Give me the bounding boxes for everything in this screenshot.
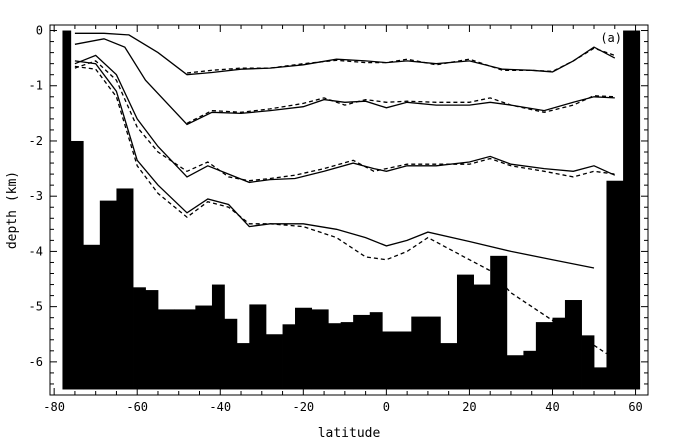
bathymetry-bar — [456, 274, 474, 390]
bathymetry-bar — [70, 140, 84, 390]
bathymetry-bar — [236, 343, 250, 390]
bathymetry-bar — [473, 284, 491, 390]
bathymetry-bar — [62, 30, 72, 390]
y-tick-label: -2 — [29, 134, 43, 148]
bathymetry-bar — [382, 331, 400, 390]
series-lines — [74, 32, 616, 355]
x-tick-label: -60 — [126, 400, 148, 414]
bathymetry-bar — [398, 331, 412, 390]
bathymetry-bar — [174, 309, 196, 390]
bathymetry-bar — [594, 367, 607, 390]
solid-series-line — [74, 60, 595, 269]
x-tick-label: 0 — [383, 400, 390, 414]
x-axis-title: latitude — [318, 426, 381, 441]
y-tick-label: -4 — [29, 244, 43, 258]
solid-series-line — [74, 54, 616, 184]
bathymetry-bar — [623, 30, 641, 390]
bathymetry-bar — [157, 309, 175, 390]
axis-ticks: -80 -60 -40 -20 0 20 40 60 0 -1 -2 -3 -4 -5 -6 — [29, 24, 648, 414]
bathymetry-bar — [265, 334, 283, 390]
bathymetry-bar — [411, 316, 429, 390]
bathymetry-bar — [440, 343, 458, 390]
bathymetry-bar — [211, 284, 225, 390]
panel-label: (a) — [600, 31, 622, 45]
dashed-series-line — [186, 47, 616, 74]
y-tick-label: -3 — [29, 189, 43, 203]
dashed-series-line — [186, 95, 615, 124]
y-tick-label: -5 — [29, 300, 43, 314]
y-axis-title: depth (km) — [5, 171, 20, 249]
x-tick-label: 40 — [545, 400, 559, 414]
x-tick-label: -80 — [43, 400, 65, 414]
bathymetry-bar — [282, 324, 296, 390]
solid-series-line — [74, 32, 616, 76]
bathymetry-bar — [99, 200, 117, 390]
bathymetry-bar — [427, 316, 441, 390]
x-tick-label: 60 — [628, 400, 642, 414]
bathymetry-bar — [145, 290, 159, 390]
bathymetry-bar — [606, 180, 624, 390]
bathymetry-bar — [249, 304, 267, 390]
bathymetry-bar — [581, 335, 595, 390]
bathymetry-bars — [62, 30, 641, 390]
bathymetry-bar — [83, 244, 101, 390]
bathymetry-bar — [490, 255, 508, 390]
x-tick-label: 20 — [462, 400, 476, 414]
bathymetry-bar — [295, 307, 313, 390]
dashed-series-line — [74, 65, 607, 355]
bathymetry-bar — [369, 312, 383, 390]
bathymetry-bar — [353, 314, 371, 390]
bathymetry-bar — [340, 322, 354, 390]
bathymetry-bar — [328, 323, 342, 390]
solid-series-line — [74, 38, 615, 126]
bathymetry-bar — [552, 317, 566, 390]
bathymetry-bar — [523, 350, 537, 390]
bathymetry-bar — [195, 305, 213, 390]
y-tick-label: 0 — [36, 24, 43, 38]
bathymetry-bar — [133, 287, 146, 390]
x-tick-label: -40 — [209, 400, 231, 414]
dashed-series-line — [74, 60, 615, 182]
bathymetry-bar — [116, 188, 134, 390]
y-tick-label: -1 — [29, 79, 43, 93]
bathymetry-bar — [564, 300, 582, 390]
y-tick-label: -6 — [29, 355, 43, 369]
plot-frame — [49, 24, 649, 396]
x-tick-label: -20 — [292, 400, 314, 414]
bathymetry-bar — [224, 318, 238, 390]
bathymetry-bar — [311, 309, 329, 390]
bathymetry-bar — [535, 322, 553, 390]
bathymetry-bar — [506, 355, 524, 390]
